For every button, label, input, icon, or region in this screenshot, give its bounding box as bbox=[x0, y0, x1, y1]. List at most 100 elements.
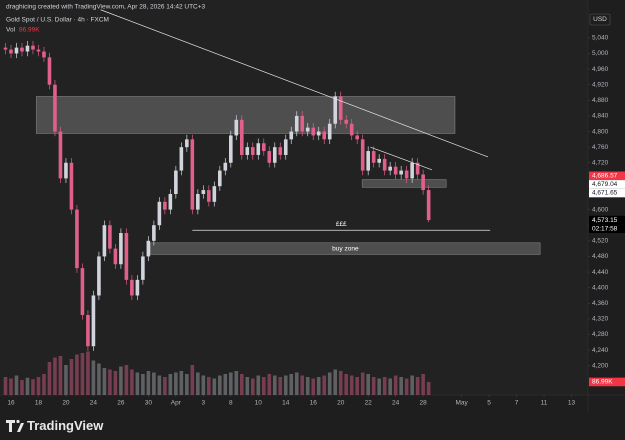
candle-body bbox=[108, 225, 112, 249]
volume-bar bbox=[234, 371, 239, 395]
volume-bar bbox=[119, 366, 123, 395]
volume-bar bbox=[278, 377, 283, 395]
volume-bar bbox=[146, 371, 151, 395]
countdown-box bbox=[589, 224, 625, 233]
volume-bar bbox=[305, 377, 310, 395]
volume-bar bbox=[377, 378, 381, 395]
candle-body bbox=[294, 115, 299, 132]
candle-body bbox=[327, 123, 332, 140]
candle-body bbox=[333, 96, 338, 124]
volume-bar bbox=[311, 378, 316, 395]
volume-bar bbox=[294, 372, 299, 395]
x-tick-label: 13 bbox=[568, 400, 576, 407]
volume-bar bbox=[69, 359, 74, 395]
candle-body bbox=[201, 190, 206, 194]
candle-body bbox=[256, 143, 261, 155]
volume-bar bbox=[229, 372, 233, 395]
candle-body bbox=[212, 186, 217, 202]
candle-body bbox=[404, 170, 409, 179]
candle-body bbox=[146, 240, 151, 257]
candle-body bbox=[289, 131, 294, 140]
y-tick-label: 5,000 bbox=[592, 50, 609, 57]
candle-body bbox=[245, 147, 250, 155]
candle-body bbox=[261, 143, 266, 152]
brand-logo bbox=[6, 419, 24, 432]
volume-bar bbox=[272, 375, 277, 395]
candle-body bbox=[168, 193, 173, 210]
volume-bar bbox=[316, 377, 321, 395]
price-label: 4,573.15 bbox=[592, 217, 618, 224]
x-tick-label: 18 bbox=[35, 400, 43, 407]
volume-bar bbox=[421, 374, 425, 395]
x-tick-label: 24 bbox=[90, 400, 98, 407]
y-tick-label: 4,960 bbox=[592, 66, 609, 73]
candle-body bbox=[234, 119, 239, 136]
candle-body bbox=[267, 151, 272, 163]
candle-body bbox=[278, 147, 283, 155]
x-tick-label: 16 bbox=[310, 400, 318, 407]
volume-bar bbox=[366, 374, 370, 395]
y-tick-label: 4,320 bbox=[592, 316, 609, 323]
currency-box[interactable] bbox=[589, 13, 611, 26]
currency[interactable]: USD bbox=[593, 16, 607, 23]
candle-body bbox=[58, 131, 63, 179]
candle-body bbox=[207, 190, 211, 202]
candle-body bbox=[371, 151, 376, 163]
candle-body bbox=[305, 127, 310, 132]
x-tick-label: Apr bbox=[171, 400, 182, 407]
x-tick-label: 8 bbox=[229, 400, 233, 407]
volume-bar bbox=[152, 372, 156, 395]
candle-body bbox=[9, 49, 13, 54]
y-tick-label: 4,880 bbox=[592, 97, 609, 104]
volume-bar bbox=[256, 375, 261, 395]
trend-line bbox=[100, 9, 489, 158]
candle-body bbox=[229, 135, 233, 163]
candle-body bbox=[338, 96, 343, 120]
candle-body bbox=[113, 248, 118, 265]
volume-bar bbox=[338, 371, 343, 395]
x-tick-label: 24 bbox=[392, 400, 400, 407]
volume-bar bbox=[426, 381, 431, 395]
candle-body bbox=[415, 162, 420, 175]
x-tick-label: 7 bbox=[515, 400, 519, 407]
volume-bar bbox=[135, 372, 140, 395]
y-tick-label: 4,760 bbox=[592, 144, 609, 151]
x-tick-label: 28 bbox=[420, 400, 428, 407]
volume-bar bbox=[124, 365, 129, 395]
volume-bar bbox=[9, 378, 13, 395]
candle-body bbox=[163, 201, 167, 210]
volume-bar bbox=[163, 377, 167, 395]
candle-body bbox=[421, 174, 425, 191]
y-tick-label: 5,040 bbox=[592, 35, 609, 42]
volume-bar bbox=[410, 375, 414, 395]
volume-bar bbox=[179, 371, 184, 395]
x-tick-label: 22 bbox=[365, 400, 373, 407]
x-tick-label: 20 bbox=[62, 400, 70, 407]
candle-body bbox=[239, 119, 244, 155]
candle-body bbox=[20, 47, 24, 52]
candle-body bbox=[75, 209, 79, 269]
y-tick-label: 4,520 bbox=[592, 238, 609, 245]
candle-body bbox=[102, 225, 107, 257]
symbol-title: Gold Spot / U.S. Dollar · 4h · FXCM bbox=[6, 17, 109, 24]
volume-bar bbox=[75, 354, 79, 395]
x-tick-label: 26 bbox=[117, 400, 125, 407]
volume-bar bbox=[42, 374, 46, 395]
zone bbox=[150, 242, 541, 255]
brand-name: TradingView bbox=[27, 418, 104, 433]
candle-body bbox=[360, 139, 365, 171]
price-label-box bbox=[589, 171, 625, 181]
candle-body bbox=[250, 147, 255, 155]
volume-bar bbox=[300, 375, 305, 395]
volume-bar bbox=[399, 377, 403, 395]
volume-bar bbox=[404, 378, 409, 395]
volume-bar bbox=[355, 377, 359, 395]
volume-bar bbox=[58, 356, 63, 395]
price-label: 4,679.04 bbox=[592, 181, 618, 188]
time-axis-panel bbox=[0, 395, 588, 412]
volume-bar bbox=[261, 377, 266, 395]
y-tick-label: 4,800 bbox=[592, 128, 609, 135]
volume-bar bbox=[250, 378, 255, 395]
